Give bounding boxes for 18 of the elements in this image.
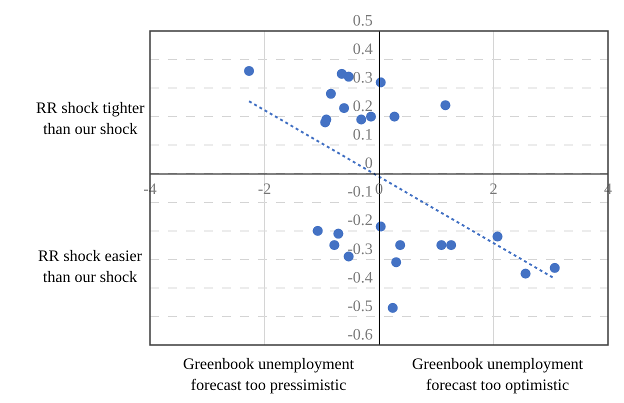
y-tick-label: 0.3: [352, 69, 373, 86]
y-tick-label: -0.6: [347, 326, 373, 344]
y-tick-label: -0.4: [347, 269, 373, 286]
y-tick-label: -0.5: [347, 298, 373, 315]
x-tick-label: 2: [490, 180, 498, 198]
y-tick-label: 0.4: [352, 40, 373, 58]
y-tick-label: -0.1: [347, 184, 373, 201]
y-tick-label: 0.2: [352, 98, 373, 116]
y-tick-label: 0.1: [352, 126, 373, 144]
text: RR shock easier than our shock: [38, 248, 143, 286]
text: Greenbook unemployment forecast too pressimistic: [183, 356, 355, 394]
x-tick-label: -2: [258, 180, 272, 198]
y-tick-label: 0.5: [352, 12, 373, 30]
y-tick-label: -0.2: [347, 212, 373, 230]
text: RR shock tighter than our shock: [36, 100, 146, 138]
text: Greenbook unemployment forecast too optimistic: [412, 356, 584, 394]
y-tick-label: -0.3: [347, 240, 373, 258]
y-tick-label: 0: [364, 155, 373, 172]
